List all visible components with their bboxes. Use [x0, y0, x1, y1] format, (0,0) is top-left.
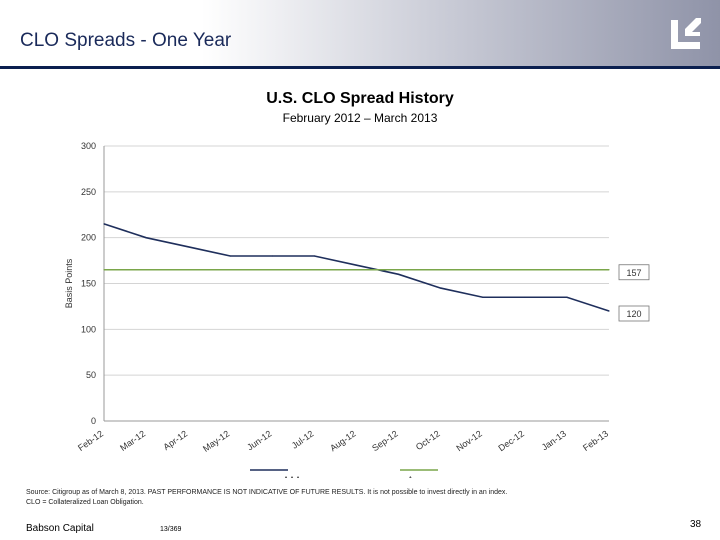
data-point — [229, 255, 231, 257]
y-axis-title: Basis Points — [64, 258, 74, 308]
y-tick-label: 150 — [81, 279, 96, 289]
header-rule — [0, 66, 720, 69]
data-point — [397, 269, 400, 271]
y-tick-label: 300 — [81, 141, 96, 151]
data-point — [271, 255, 273, 257]
data-point — [566, 269, 568, 271]
value-callout-label: 157 — [626, 268, 641, 278]
definition-note: CLO = Collateralized Loan Obligation. — [26, 499, 144, 506]
value-callout-box — [618, 264, 650, 281]
header-band — [0, 0, 720, 66]
data-point — [355, 269, 358, 271]
data-point — [482, 269, 484, 271]
x-tick-label: Mar-12 — [118, 428, 147, 453]
y-tick-label: 250 — [81, 187, 96, 197]
footnote: Source: Citigroup as of March 8, 2013. P… — [26, 488, 507, 508]
data-point — [397, 273, 400, 275]
data-point — [145, 237, 147, 239]
data-point — [229, 269, 231, 271]
data-point — [313, 255, 316, 257]
x-tick-label: Apr-12 — [161, 428, 189, 452]
y-tick-label: 50 — [86, 370, 96, 380]
source-note: Source: Citigroup as of March 8, 2013. P… — [26, 489, 508, 496]
data-point — [524, 269, 526, 271]
company-name: Babson Capital — [26, 523, 94, 534]
data-point — [313, 269, 316, 271]
x-tick-label: Jun-12 — [245, 428, 273, 452]
y-tick-label: 0 — [91, 416, 96, 426]
data-point — [524, 296, 526, 298]
data-point — [103, 223, 105, 225]
x-tick-label: Jul-12 — [290, 428, 316, 450]
x-tick-label: Jan-13 — [540, 428, 568, 452]
data-point — [271, 269, 273, 271]
data-point — [103, 269, 105, 271]
page-number: 38 — [690, 519, 702, 530]
series-line-aaa — [103, 223, 610, 312]
value-callout-box — [618, 305, 650, 322]
document-code: 13/369 — [160, 526, 182, 533]
x-tick-label: Feb-12 — [76, 428, 105, 453]
legend-label: AAA — [283, 475, 301, 478]
legend-label: Average — [407, 475, 440, 478]
data-point — [187, 269, 189, 271]
spread-chart: 0 50 100 150 200 250 300 Basis Points Feb-12 Mar-… — [64, 141, 650, 478]
data-point — [608, 310, 610, 312]
data-point — [566, 296, 568, 298]
x-tick-label: May-12 — [201, 428, 231, 453]
value-callout-label: 120 — [626, 309, 641, 319]
x-tick-label: Oct-12 — [414, 428, 442, 452]
x-tick-label: Feb-13 — [581, 428, 610, 453]
data-point — [145, 269, 147, 271]
x-tick-label: Aug-12 — [328, 428, 358, 453]
y-tick-label: 100 — [81, 324, 96, 334]
x-tick-label: Nov-12 — [454, 428, 484, 453]
slide-title: CLO Spreads - One Year — [20, 30, 232, 51]
data-point — [355, 264, 358, 266]
data-point — [482, 296, 484, 298]
y-tick-label: 200 — [81, 233, 96, 243]
x-tick-label: Dec-12 — [496, 428, 526, 453]
babson-logo-icon — [671, 18, 701, 49]
chart-title: U.S. CLO Spread History — [266, 90, 454, 107]
data-point — [187, 246, 189, 248]
x-tick-label: Sep-12 — [370, 428, 400, 453]
data-point — [440, 287, 442, 289]
chart-subtitle: February 2012 – March 2013 — [282, 111, 438, 125]
data-point — [440, 269, 442, 271]
data-point — [608, 269, 610, 271]
